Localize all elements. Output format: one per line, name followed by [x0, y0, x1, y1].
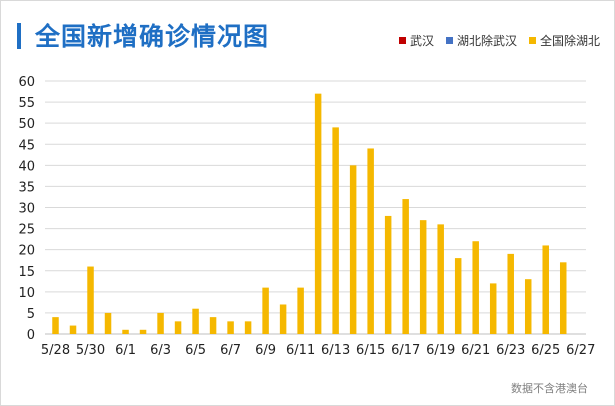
- x-tick-label: 6/17: [391, 343, 420, 358]
- legend-label-hubei-ex-wuhan: 湖北除武汉: [456, 34, 517, 48]
- y-tick-label: 50: [18, 117, 35, 132]
- x-tick-label: 6/3: [150, 343, 171, 358]
- x-axis-labels: 5/28 5/30 6/1 6/3 6/5 6/7 6/9 6/11 6/13 6/15 6/17 6…: [41, 343, 595, 358]
- bar-6-3: [157, 312, 164, 334]
- x-tick-label: 6/13: [321, 343, 350, 358]
- bar-6-18: [419, 220, 427, 334]
- y-axis-labels: 0 5 10 15 20 25 30 35 40 45 50 55 60: [18, 75, 35, 343]
- x-tick-label: 6/15: [356, 343, 385, 358]
- bars: [52, 93, 567, 335]
- x-tick-label: 6/1: [115, 343, 136, 358]
- bar-6-1: [122, 329, 129, 334]
- y-tick-label: 0: [27, 328, 35, 343]
- x-tick-label: 6/27: [566, 343, 595, 358]
- legend-label-wuhan: 武汉: [409, 34, 434, 48]
- bar-5-28: [52, 317, 59, 334]
- x-tick-label: 6/11: [286, 343, 315, 358]
- bar-6-2: [139, 329, 147, 334]
- bar-6-16: [384, 215, 392, 334]
- legend-item-national-ex-hubei: 全国除湖北: [528, 32, 600, 49]
- bar-6-23: [507, 253, 514, 334]
- bar-6-5: [192, 308, 199, 334]
- legend-swatch-hubei-ex-wuhan: [445, 37, 453, 44]
- bar-6-17: [402, 199, 409, 334]
- bar-6-4: [174, 321, 182, 334]
- legend-swatch-national-ex-hubei: [528, 37, 536, 44]
- x-tick-label: 6/9: [255, 343, 276, 358]
- x-tick-label: 6/19: [426, 343, 455, 358]
- bar-6-21: [472, 241, 479, 334]
- bar-6-12: [314, 93, 322, 335]
- y-tick-label: 35: [18, 180, 35, 195]
- y-tick-label: 5: [27, 307, 35, 322]
- x-tick-label: 6/23: [496, 343, 525, 358]
- bar-6-22: [489, 283, 497, 334]
- bar-6-24: [524, 279, 532, 334]
- x-tick-label: 5/30: [76, 343, 105, 358]
- legend-swatch-wuhan: [398, 37, 406, 44]
- y-tick-label: 45: [18, 138, 35, 153]
- title-accent-bar: [17, 23, 21, 49]
- bar-6-15: [367, 148, 374, 334]
- bar-6-13: [332, 127, 339, 334]
- bar-6-25: [542, 245, 549, 334]
- bar-6-14: [349, 165, 357, 334]
- y-tick-label: 40: [18, 159, 35, 174]
- y-tick-label: 25: [18, 223, 35, 238]
- bar-6-6: [209, 317, 217, 334]
- x-tick-label: 6/5: [185, 343, 206, 358]
- x-tick-label: 6/21: [461, 343, 490, 358]
- legend-label-national-ex-hubei: 全国除湖北: [539, 34, 600, 48]
- x-tick-label: 6/25: [531, 343, 560, 358]
- bar-6-8: [244, 321, 252, 334]
- y-tick-label: 15: [18, 265, 35, 280]
- bar-6-9: [262, 287, 269, 334]
- bar-6-10: [279, 304, 287, 334]
- bar-6-20: [454, 258, 462, 334]
- bar-6-11: [297, 287, 304, 334]
- legend-item-wuhan: 武汉: [398, 32, 434, 49]
- y-tick-label: 60: [18, 75, 35, 90]
- bar-5-29: [69, 325, 77, 334]
- bar-5-30: [87, 266, 94, 334]
- legend-item-hubei-ex-wuhan: 湖北除武汉: [445, 32, 517, 49]
- y-tick-label: 55: [18, 96, 35, 111]
- x-tick-label: 5/28: [41, 343, 70, 358]
- x-tick-label: 6/7: [220, 343, 241, 358]
- chart-legend: 武汉 湖北除武汉 全国除湖北: [398, 32, 600, 49]
- y-tick-label: 30: [18, 202, 35, 217]
- y-tick-label: 10: [18, 286, 35, 301]
- data-source-note: 数据不含港澳台: [511, 382, 588, 395]
- bar-6-7: [227, 321, 234, 334]
- chart-title: 全国新增确诊情况图: [35, 22, 270, 51]
- bar-6-19: [437, 224, 444, 334]
- bar-6-26: [559, 262, 567, 334]
- bar-5-31: [104, 312, 112, 334]
- y-tick-label: 20: [18, 244, 35, 259]
